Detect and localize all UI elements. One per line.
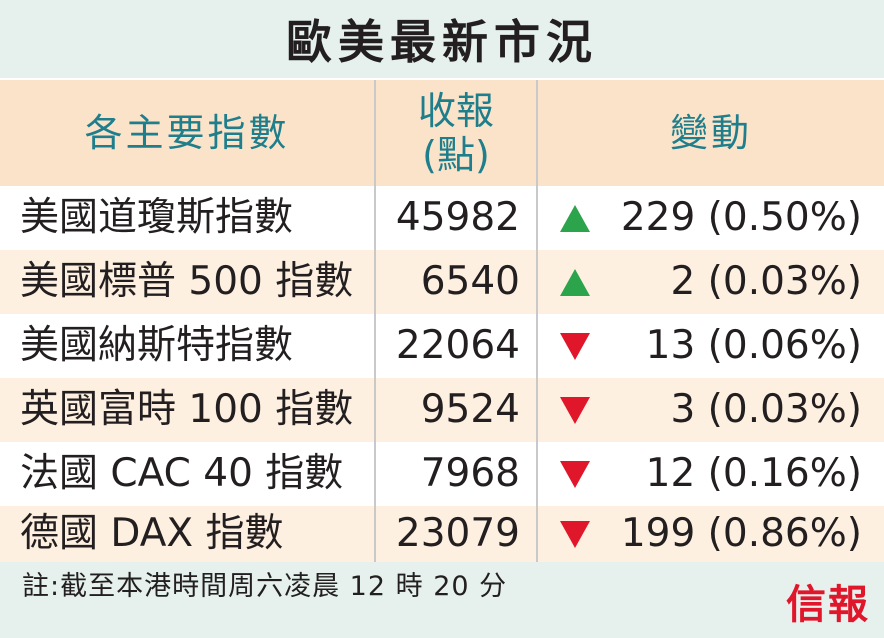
close-value: 23079	[395, 511, 520, 556]
column-divider	[536, 80, 538, 562]
index-name: 美國道瓊斯指數	[20, 195, 294, 240]
header-change: 變動	[669, 111, 752, 155]
table-row: 美國納斯特指數 22064 13 (0.06%)	[0, 314, 884, 378]
close-value: 45982	[395, 195, 520, 240]
index-name: 美國納斯特指數	[20, 323, 294, 368]
footer-note: 註:截至本港時間周六凌晨 12 時 20 分	[22, 571, 508, 602]
header-close: 收報 (點)	[376, 80, 536, 186]
close-value: 7968	[420, 451, 520, 496]
publisher-logo: 信報	[786, 581, 870, 628]
change-value: 12 (0.16%)	[645, 451, 862, 496]
index-name: 德國 DAX 指數	[20, 511, 284, 556]
close-value: 9524	[420, 387, 520, 432]
table-row: 英國富時 100 指數 9524 3 (0.03%)	[0, 378, 884, 442]
down-arrow-icon	[560, 521, 590, 548]
change-value: 3 (0.03%)	[670, 387, 862, 432]
table-row: 美國標普 500 指數 6540 2 (0.03%)	[0, 250, 884, 314]
down-arrow-icon	[560, 397, 590, 424]
index-name: 法國 CAC 40 指數	[20, 451, 344, 496]
up-arrow-icon	[560, 205, 590, 232]
header-index: 各主要指數	[84, 111, 290, 155]
header-close-unit: (點)	[422, 133, 490, 177]
header-close-label: 收報	[417, 89, 494, 133]
down-arrow-icon	[560, 461, 590, 488]
index-name: 美國標普 500 指數	[20, 259, 354, 304]
close-value: 22064	[395, 323, 520, 368]
change-value: 2 (0.03%)	[670, 259, 862, 304]
column-divider	[374, 80, 376, 562]
index-name: 英國富時 100 指數	[20, 387, 354, 432]
close-value: 6540	[420, 259, 520, 304]
table-title: 歐美最新市況	[0, 0, 884, 80]
table-row: 法國 CAC 40 指數 7968 12 (0.16%)	[0, 442, 884, 506]
down-arrow-icon	[560, 333, 590, 360]
footer: 註:截至本港時間周六凌晨 12 時 20 分 信報	[0, 562, 884, 638]
table-row: 美國道瓊斯指數 45982 229 (0.50%)	[0, 186, 884, 250]
up-arrow-icon	[560, 269, 590, 296]
change-value: 199 (0.86%)	[620, 511, 862, 556]
change-value: 13 (0.06%)	[645, 323, 862, 368]
change-value: 229 (0.50%)	[620, 195, 862, 240]
table-row: 德國 DAX 指數 23079 199 (0.86%)	[0, 506, 884, 562]
table-header: 各主要指數 收報 (點) 變動	[0, 80, 884, 186]
